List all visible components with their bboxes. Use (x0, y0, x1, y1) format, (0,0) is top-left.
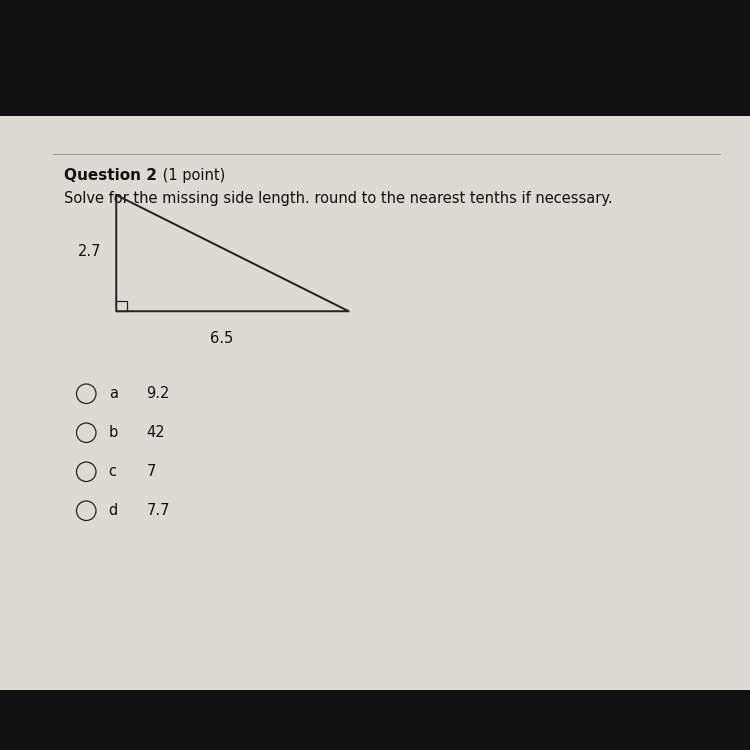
Text: Question 2: Question 2 (64, 168, 157, 183)
Text: c: c (109, 464, 117, 479)
Text: 9.2: 9.2 (146, 386, 170, 401)
Text: 42: 42 (146, 425, 165, 440)
Text: 7: 7 (146, 464, 156, 479)
Text: 6.5: 6.5 (209, 332, 232, 346)
Text: d: d (109, 503, 118, 518)
Text: 7.7: 7.7 (146, 503, 170, 518)
Text: 2.7: 2.7 (78, 244, 101, 259)
Text: b: b (109, 425, 118, 440)
Text: a: a (109, 386, 118, 401)
Text: Solve for the missing side length. round to the nearest tenths if necessary.: Solve for the missing side length. round… (64, 191, 612, 206)
Text: (1 point): (1 point) (158, 168, 225, 183)
